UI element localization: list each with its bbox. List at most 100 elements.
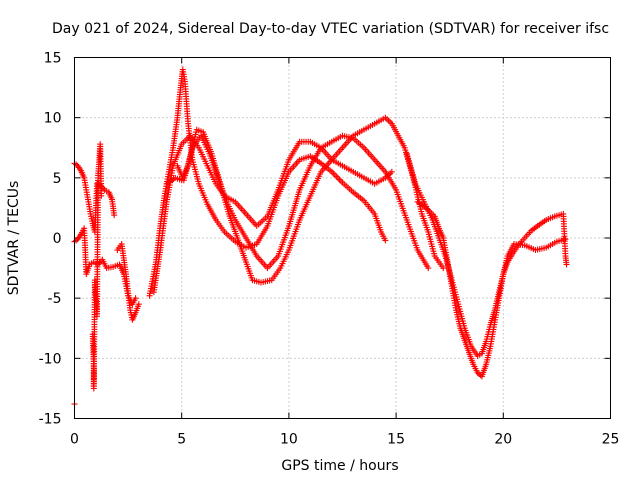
data-point: [382, 168, 398, 191]
data-point: [98, 192, 105, 199]
data-point: [350, 127, 365, 139]
data-point: [483, 324, 493, 345]
data-point: [275, 225, 292, 260]
data-point: [448, 283, 459, 311]
series-arc-6: [146, 66, 389, 299]
data-point: [99, 256, 109, 269]
data-point: [74, 162, 83, 173]
data-point: [371, 115, 387, 127]
x-tick-label: 10: [280, 432, 298, 448]
data-point: [435, 235, 448, 257]
data-point: [204, 201, 218, 221]
series-arc-1: [71, 160, 118, 235]
data-point: [532, 245, 548, 254]
x-tick-label: 0: [70, 432, 79, 448]
data-point: [135, 301, 142, 308]
data-point: [496, 273, 506, 296]
data-point: [221, 228, 237, 244]
data-point: [393, 186, 409, 221]
y-tick-label: 10: [44, 111, 62, 127]
data-point: [431, 253, 445, 270]
data-point: [195, 180, 210, 206]
data-point: [478, 363, 489, 380]
data-point: [339, 179, 355, 194]
x-tick-label: 20: [494, 432, 512, 448]
data-point: [195, 144, 210, 167]
data-point: [81, 225, 89, 251]
series-arc-4: [114, 241, 142, 323]
data-point: [521, 242, 537, 253]
data-point: [285, 189, 302, 229]
data-point: [181, 78, 191, 125]
grid-lines: [74, 57, 611, 419]
y-axis-label: SDTVAR / TECUs: [6, 181, 22, 296]
data-point: [403, 216, 420, 251]
data-point: [528, 224, 539, 234]
data-point: [328, 168, 344, 185]
y-tick-labels: -15 -10 -5 0 5 10 15: [39, 51, 62, 428]
data-point: [243, 259, 255, 281]
data-point: [170, 143, 184, 169]
data-point: [328, 133, 344, 145]
data-point: [296, 164, 313, 193]
data-point: [360, 144, 377, 162]
data-point: [388, 120, 401, 137]
data-point: [339, 162, 355, 174]
data-point: [478, 340, 489, 357]
data-point: [461, 325, 474, 348]
data-point: [465, 349, 476, 366]
data-points: [71, 66, 570, 408]
data-point: [483, 345, 493, 368]
x-tick-label: 5: [177, 432, 186, 448]
data-point: [132, 303, 142, 316]
series-arc-11: [403, 150, 570, 359]
data-point: [425, 228, 438, 257]
data-point: [253, 253, 269, 270]
data-point: [442, 253, 455, 281]
data-point: [204, 162, 218, 185]
data-point: [395, 132, 407, 149]
data-point: [111, 212, 118, 219]
data-point: [560, 210, 569, 257]
data-point: [109, 196, 117, 216]
y-tick-label: 5: [53, 171, 62, 187]
data-point: [258, 277, 273, 286]
data-point: [172, 174, 183, 183]
data-point: [388, 168, 395, 175]
data-point: [83, 263, 92, 278]
data-point: [307, 171, 324, 199]
data-point: [174, 86, 184, 121]
data-point: [232, 216, 248, 239]
data-point: [350, 189, 366, 203]
data-point: [85, 198, 94, 215]
data-point: [318, 158, 334, 175]
data-point: [178, 134, 192, 148]
data-point: [418, 210, 431, 233]
data-point: [440, 265, 447, 272]
data-point: [110, 262, 121, 270]
plot-frame: [74, 57, 611, 419]
data-point: [543, 239, 558, 251]
data-point: [371, 210, 384, 233]
data-point: [360, 197, 377, 216]
series-arc-3: [89, 141, 105, 392]
data-point: [543, 214, 556, 223]
data-point: [371, 156, 387, 174]
data-point: [253, 214, 269, 229]
data-point: [83, 186, 92, 203]
data-point: [455, 301, 468, 329]
data-point: [225, 210, 240, 239]
data-point: [170, 116, 181, 151]
y-tick-label: -5: [48, 291, 62, 307]
data-point: [296, 195, 313, 223]
series-arc-10: [414, 198, 569, 380]
data-point: [425, 265, 432, 272]
data-point: [285, 219, 302, 254]
data-point: [420, 198, 435, 221]
data-point: [487, 321, 498, 350]
data-point: [285, 140, 302, 163]
chart-title: Day 021 of 2024, Sidereal Day-to-day VTE…: [52, 21, 609, 37]
data-point: [178, 164, 191, 184]
data-point: [318, 139, 333, 151]
